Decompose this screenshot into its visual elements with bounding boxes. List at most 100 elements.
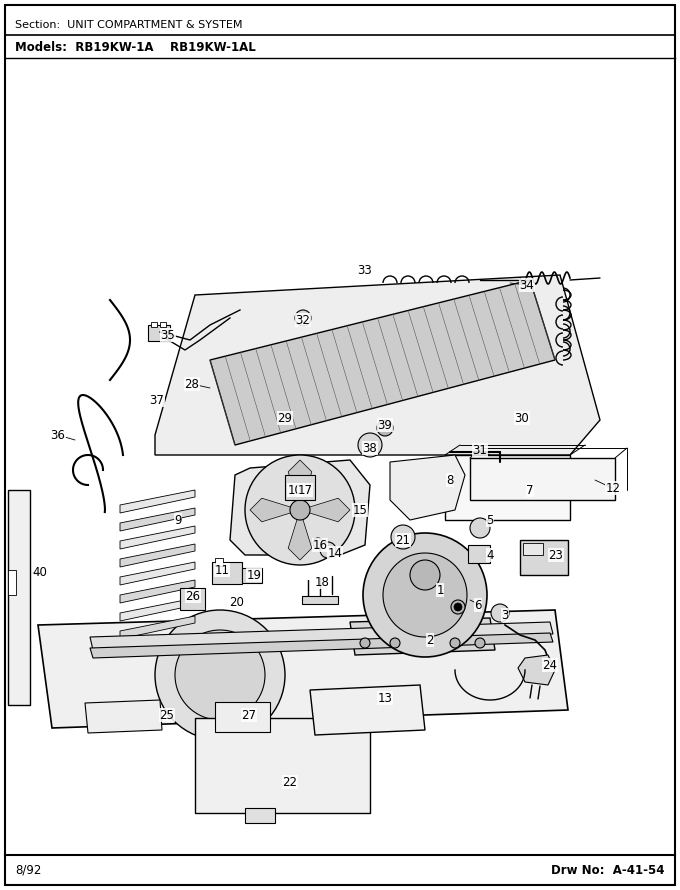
- Polygon shape: [120, 508, 195, 531]
- Text: 3: 3: [501, 609, 509, 621]
- Text: 25: 25: [160, 708, 175, 722]
- Circle shape: [454, 603, 462, 611]
- Bar: [180, 588, 205, 610]
- Polygon shape: [120, 598, 195, 621]
- Text: 19: 19: [246, 569, 262, 581]
- Polygon shape: [288, 460, 312, 510]
- Polygon shape: [390, 455, 465, 520]
- Bar: [8, 570, 16, 595]
- Polygon shape: [230, 460, 370, 555]
- Text: 30: 30: [515, 411, 529, 425]
- Polygon shape: [120, 562, 195, 585]
- Circle shape: [451, 600, 465, 614]
- Text: 10: 10: [288, 483, 303, 497]
- Bar: [242, 568, 262, 583]
- Bar: [468, 545, 490, 563]
- Circle shape: [320, 542, 336, 558]
- Text: 20: 20: [230, 595, 244, 609]
- Text: 17: 17: [297, 483, 313, 497]
- Text: 26: 26: [186, 589, 201, 603]
- Bar: [523, 543, 543, 555]
- Bar: [520, 540, 568, 575]
- Bar: [8, 490, 30, 705]
- Bar: [215, 558, 223, 566]
- Circle shape: [363, 533, 487, 657]
- Circle shape: [410, 560, 440, 590]
- Text: 8/92: 8/92: [15, 863, 41, 877]
- Bar: [195, 718, 370, 813]
- Text: 21: 21: [396, 533, 411, 546]
- Polygon shape: [155, 275, 600, 455]
- Polygon shape: [120, 616, 195, 639]
- Polygon shape: [350, 618, 495, 655]
- Text: 5: 5: [486, 514, 494, 527]
- Circle shape: [245, 455, 355, 565]
- Text: 33: 33: [358, 263, 373, 277]
- Text: 32: 32: [296, 313, 311, 327]
- Text: 6: 6: [474, 598, 481, 611]
- Text: 7: 7: [526, 483, 534, 497]
- Text: 9: 9: [174, 514, 182, 527]
- Polygon shape: [120, 544, 195, 567]
- Text: Section:  UNIT COMPARTMENT & SYSTEM: Section: UNIT COMPARTMENT & SYSTEM: [15, 20, 243, 30]
- Text: 2: 2: [426, 634, 434, 646]
- Polygon shape: [288, 510, 312, 560]
- Text: 29: 29: [277, 411, 292, 425]
- Polygon shape: [120, 490, 195, 513]
- Circle shape: [475, 638, 485, 648]
- Circle shape: [470, 518, 490, 538]
- Bar: [470, 458, 615, 500]
- Text: 39: 39: [377, 418, 392, 432]
- Bar: [285, 475, 315, 500]
- Text: 18: 18: [315, 576, 329, 588]
- Text: 34: 34: [520, 279, 534, 292]
- Text: 24: 24: [543, 659, 558, 671]
- Circle shape: [377, 420, 393, 436]
- Bar: [160, 322, 166, 327]
- Polygon shape: [120, 526, 195, 549]
- Text: 13: 13: [377, 692, 392, 705]
- Circle shape: [390, 638, 400, 648]
- Polygon shape: [310, 685, 425, 735]
- Bar: [302, 596, 338, 604]
- Text: 38: 38: [362, 441, 377, 455]
- Polygon shape: [300, 498, 350, 522]
- Bar: [212, 562, 242, 584]
- Bar: [148, 325, 170, 341]
- Circle shape: [175, 630, 265, 720]
- Text: 28: 28: [184, 377, 199, 391]
- Circle shape: [360, 638, 370, 648]
- Text: 27: 27: [241, 708, 256, 722]
- Text: 31: 31: [473, 443, 488, 457]
- Text: 15: 15: [352, 504, 367, 516]
- Bar: [245, 808, 275, 823]
- Text: 11: 11: [214, 563, 230, 577]
- Text: 22: 22: [282, 775, 297, 789]
- Circle shape: [383, 553, 467, 637]
- Text: 16: 16: [313, 538, 328, 552]
- Polygon shape: [38, 610, 568, 728]
- Text: 14: 14: [328, 546, 343, 560]
- Circle shape: [391, 525, 415, 549]
- Text: 1: 1: [437, 584, 444, 596]
- Text: 23: 23: [549, 548, 564, 562]
- Circle shape: [491, 604, 509, 622]
- Text: 12: 12: [605, 481, 620, 495]
- Text: 8: 8: [446, 473, 454, 487]
- Polygon shape: [120, 580, 195, 603]
- Polygon shape: [85, 700, 162, 733]
- Bar: [445, 455, 570, 520]
- Polygon shape: [518, 655, 555, 685]
- Circle shape: [450, 638, 460, 648]
- Polygon shape: [90, 622, 553, 650]
- Circle shape: [290, 500, 310, 520]
- Circle shape: [155, 610, 285, 740]
- Text: 4: 4: [486, 548, 494, 562]
- Polygon shape: [90, 633, 553, 658]
- Text: 35: 35: [160, 328, 175, 342]
- Text: Drw No:  A-41-54: Drw No: A-41-54: [551, 863, 665, 877]
- Bar: [215, 702, 270, 732]
- Text: 36: 36: [50, 428, 65, 441]
- Text: Models:  RB19KW-1A    RB19KW-1AL: Models: RB19KW-1A RB19KW-1AL: [15, 41, 256, 53]
- Circle shape: [358, 433, 382, 457]
